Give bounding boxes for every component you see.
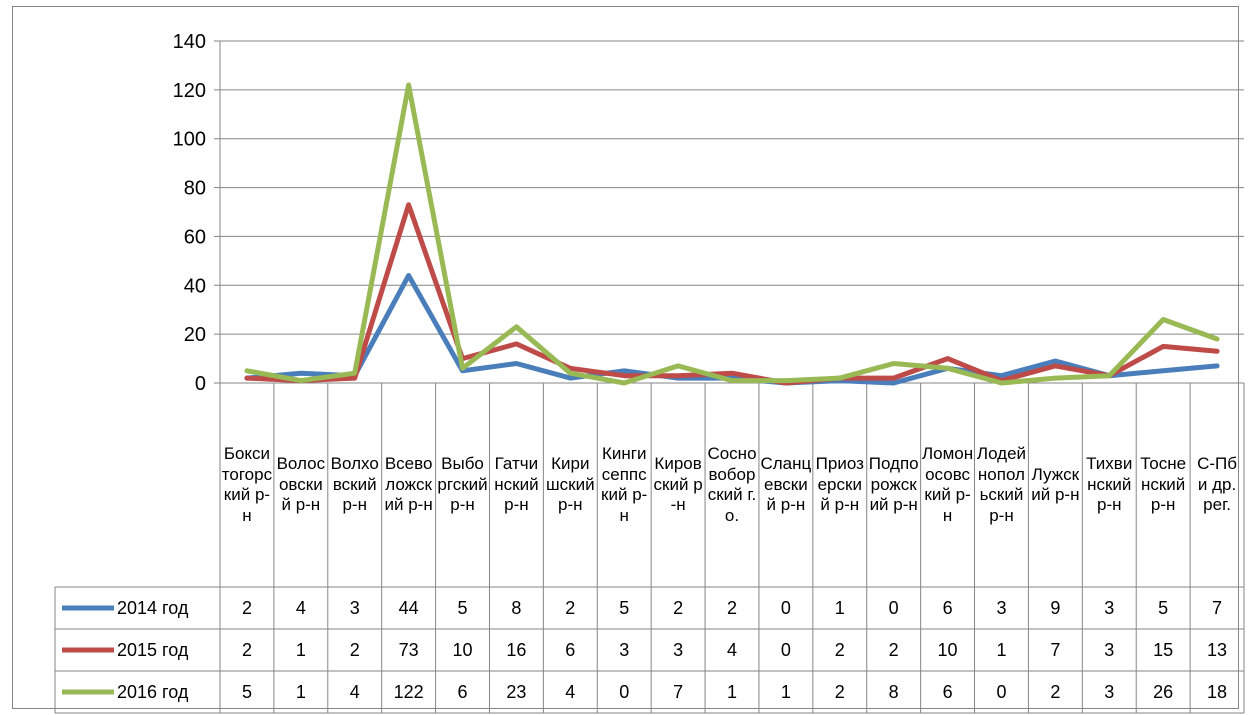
y-tick-label: 20 — [184, 324, 206, 346]
table-cell: 4 — [726, 639, 737, 660]
table-cell: 6 — [942, 681, 953, 702]
x-category-label: Приозерский р-н — [815, 454, 864, 515]
table-cell: 8 — [888, 681, 899, 702]
table-cell: 3 — [1104, 597, 1115, 618]
x-category-label: Сосновоборский г.о. — [707, 444, 757, 525]
table-cell: 2 — [673, 597, 684, 618]
legend-series-label: 2016 год — [117, 681, 189, 702]
table-cell: 18 — [1207, 681, 1228, 702]
table-cell: 5 — [619, 597, 630, 618]
x-category-label: Подпорожский р-н — [868, 454, 919, 515]
table-cell: 73 — [398, 639, 419, 660]
x-category-label: Кировский р-н — [653, 454, 703, 515]
table-cell: 1 — [834, 597, 845, 618]
table-cell: 15 — [1153, 639, 1174, 660]
table-cell: 6 — [942, 597, 953, 618]
x-category-label: С-Пб и др. рег. — [1197, 454, 1237, 515]
chart-border — [12, 6, 1239, 709]
table-cell: 0 — [888, 597, 899, 618]
series-line-2 — [244, 82, 1220, 386]
legend-series-label: 2015 год — [117, 639, 189, 660]
table-cell: 0 — [619, 681, 630, 702]
table-cell: 5 — [241, 681, 252, 702]
table-cell: 2 — [726, 597, 737, 618]
table-cell: 9 — [1050, 597, 1061, 618]
x-category-label: Кингисеппский р-н — [601, 444, 648, 525]
table-cell: 2 — [834, 681, 845, 702]
y-tick-label: 100 — [173, 129, 206, 151]
table-cell: 3 — [1104, 681, 1115, 702]
table-cell: 2 — [241, 597, 252, 618]
table-cell: 4 — [349, 681, 360, 702]
table-cell: 2 — [1050, 681, 1061, 702]
table-cell: 0 — [996, 681, 1007, 702]
x-category-label: Всеволожский р-н — [384, 454, 433, 515]
x-category-label: Волховский р-н — [330, 454, 379, 515]
x-category-label: Выборгский р-н — [437, 454, 488, 515]
table-cell: 5 — [457, 597, 468, 618]
x-category-label: Киришский р-н — [546, 454, 595, 515]
table-cell: 2 — [565, 597, 576, 618]
table-cell: 3 — [996, 597, 1007, 618]
table-cell: 13 — [1207, 639, 1228, 660]
table-cell: 5 — [1158, 597, 1169, 618]
table-cell: 7 — [1050, 639, 1061, 660]
y-tick-label: 140 — [173, 31, 206, 53]
table-cell: 8 — [511, 597, 522, 618]
table-cell: 6 — [565, 639, 576, 660]
x-category-label: Волосовский р-н — [276, 454, 326, 515]
y-tick-label: 120 — [173, 80, 206, 102]
table-cell: 26 — [1153, 681, 1174, 702]
table-cell: 2 — [834, 639, 845, 660]
series-line-1 — [244, 202, 1220, 386]
table-cell: 6 — [457, 681, 468, 702]
table-cell: 1 — [295, 681, 306, 702]
x-category-label: Ломоносовский р-н — [921, 444, 974, 525]
table-cell: 10 — [452, 639, 473, 660]
x-category-label: Гатчинский р-н — [494, 454, 539, 515]
y-tick-label: 80 — [184, 178, 206, 200]
table-cell: 2 — [888, 639, 899, 660]
table-cell: 2 — [241, 639, 252, 660]
table-cell: 1 — [726, 681, 737, 702]
table-cell: 7 — [673, 681, 684, 702]
table-cell: 0 — [780, 597, 791, 618]
table-cell: 7 — [1212, 597, 1223, 618]
table-cell: 1 — [295, 639, 306, 660]
table-cell: 3 — [673, 639, 684, 660]
table-cell: 23 — [506, 681, 527, 702]
table-cell: 16 — [506, 639, 527, 660]
table-cell: 1 — [780, 681, 791, 702]
table-cell: 4 — [565, 681, 576, 702]
table-cell: 3 — [619, 639, 630, 660]
y-tick-label: 0 — [195, 373, 206, 395]
table-cell: 4 — [295, 597, 306, 618]
y-tick-label: 40 — [184, 275, 206, 297]
x-category-label: Тихвинский р-н — [1086, 454, 1133, 515]
table-cell: 3 — [1104, 639, 1115, 660]
table-cell: 44 — [398, 597, 419, 618]
table-cell: 0 — [780, 639, 791, 660]
table-cell: 3 — [349, 597, 360, 618]
table-cell: 10 — [937, 639, 958, 660]
x-category-label: Тосненский р-н — [1140, 454, 1187, 515]
table-cell: 122 — [393, 681, 424, 702]
x-category-label: Сланцевский р-н — [760, 454, 812, 515]
table-cell: 1 — [996, 639, 1007, 660]
y-tick-label: 60 — [184, 226, 206, 248]
x-category-label: Лужский р-н — [1031, 464, 1080, 505]
x-category-label: Бокситогорский р-н — [221, 444, 273, 525]
legend-series-label: 2014 год — [117, 597, 189, 618]
x-category-label: Лодейнопольский р-н — [976, 444, 1027, 525]
table-cell: 2 — [349, 639, 360, 660]
